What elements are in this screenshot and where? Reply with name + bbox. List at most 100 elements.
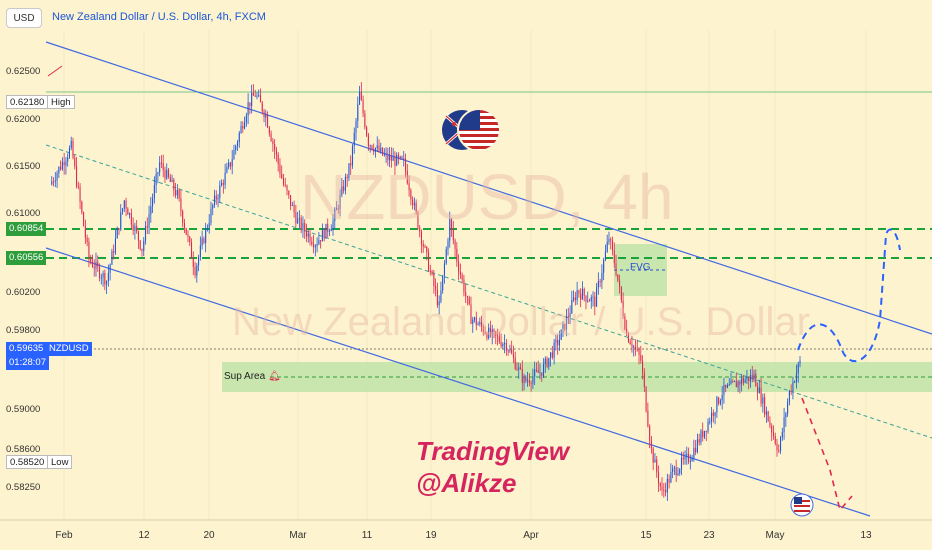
candle-body xyxy=(507,350,509,352)
candle-body xyxy=(321,229,323,242)
candle-body xyxy=(275,150,277,155)
currency-button[interactable]: USD xyxy=(6,8,42,28)
candle-body xyxy=(114,238,116,253)
candle-body xyxy=(164,170,166,179)
candle-body xyxy=(201,238,203,246)
candle-body xyxy=(573,297,575,300)
candle-body xyxy=(769,421,771,426)
alert-bell-icon[interactable]: 🔔︎ xyxy=(267,371,281,382)
candle-body xyxy=(392,157,394,161)
candle-body xyxy=(613,250,615,264)
candle-body xyxy=(693,448,695,458)
candle-body xyxy=(760,387,762,404)
candle-body xyxy=(443,263,446,276)
candle-body xyxy=(427,252,430,271)
candle-body xyxy=(155,173,157,186)
candle-body xyxy=(721,395,723,401)
candle-body xyxy=(88,242,90,260)
candle-body xyxy=(58,166,60,174)
candle-body xyxy=(496,335,499,337)
candle-body xyxy=(288,190,290,196)
candle-body xyxy=(702,430,704,438)
candle-body xyxy=(581,288,583,300)
candle-body xyxy=(585,295,587,302)
candle-body xyxy=(488,327,490,339)
channel-mid-line[interactable] xyxy=(45,144,932,439)
channel-lower-line[interactable] xyxy=(45,247,871,517)
candle-body xyxy=(244,122,246,129)
candle-body xyxy=(359,91,361,105)
candle-body xyxy=(765,411,767,415)
candle-body xyxy=(203,238,205,244)
candle-body xyxy=(511,349,513,354)
candle-body xyxy=(489,327,491,335)
author-brand: TradingView xyxy=(416,436,570,466)
candle-body xyxy=(134,226,136,231)
candle-body xyxy=(590,297,592,302)
author-handle: @Alikze xyxy=(416,468,517,498)
candle-body xyxy=(691,457,693,462)
candle-body xyxy=(548,357,550,367)
candle-body xyxy=(404,158,407,171)
candle-body xyxy=(594,296,596,307)
candle-body xyxy=(123,200,125,209)
candle-body xyxy=(376,145,378,149)
candle-body xyxy=(447,240,449,250)
candle-body xyxy=(327,223,329,232)
us-event-icon[interactable] xyxy=(790,493,814,517)
candle-body xyxy=(654,459,656,463)
candle-body xyxy=(737,381,739,388)
candle-body xyxy=(521,369,523,383)
candle-body xyxy=(450,219,453,229)
time-tick: 20 xyxy=(203,530,215,541)
candle-body xyxy=(192,258,194,267)
candle-body xyxy=(389,155,391,161)
candle-body xyxy=(307,233,309,237)
candle-body xyxy=(403,158,405,160)
candle-body xyxy=(797,363,799,374)
candle-body xyxy=(749,375,752,382)
candle-body xyxy=(295,212,297,224)
candle-body xyxy=(219,185,221,198)
candle-body xyxy=(196,265,198,276)
candle-body xyxy=(129,213,131,215)
candle-body xyxy=(530,382,532,384)
candle-body xyxy=(695,448,697,453)
candle-body xyxy=(344,176,346,191)
candle-body xyxy=(420,231,423,245)
candle-body xyxy=(456,248,458,262)
channel-upper-line[interactable] xyxy=(45,41,932,335)
candle-body xyxy=(130,213,132,225)
fvg-label: FVG xyxy=(630,262,651,273)
candle-body xyxy=(351,145,354,166)
candle-body xyxy=(256,95,258,97)
candle-body xyxy=(226,167,228,173)
candle-body xyxy=(774,435,776,444)
candle-body xyxy=(291,204,293,206)
candle-body xyxy=(735,381,737,388)
candle-body xyxy=(286,185,288,191)
candle-body xyxy=(323,229,325,239)
candle-body xyxy=(205,228,207,244)
candle-body xyxy=(189,236,191,243)
candle-body xyxy=(604,251,606,261)
candle-body xyxy=(753,373,755,379)
candle-body xyxy=(491,329,493,335)
candle-body xyxy=(495,331,497,336)
candle-body xyxy=(258,95,260,97)
candle-body xyxy=(251,92,253,107)
price-tick: 0.60200 xyxy=(6,287,41,298)
candle-body xyxy=(290,195,292,206)
candle-body xyxy=(576,290,578,301)
candle-body xyxy=(217,197,219,200)
candles xyxy=(51,82,801,501)
candle-body xyxy=(512,353,514,358)
candle-body xyxy=(401,156,403,159)
candle-body xyxy=(698,439,700,443)
sup-area-text: Sup Area xyxy=(224,371,266,382)
candle-body xyxy=(254,95,256,97)
candle-body xyxy=(636,349,638,351)
candle-body xyxy=(670,472,672,483)
candle-body xyxy=(578,290,580,294)
